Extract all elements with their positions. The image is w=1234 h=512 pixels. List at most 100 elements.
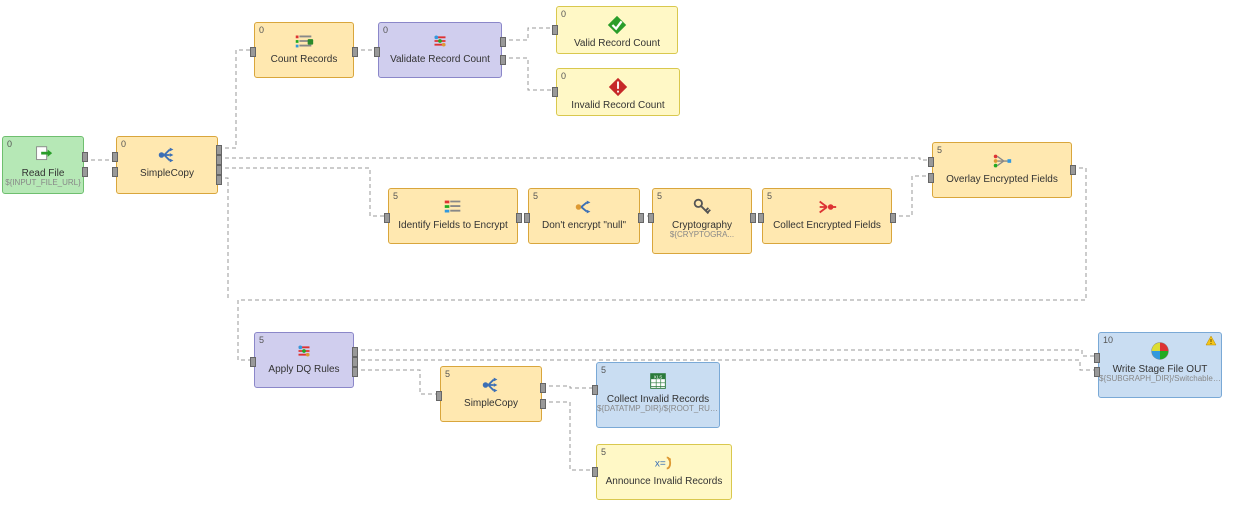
fork-icon [480,374,502,396]
port-in[interactable] [524,213,530,223]
port-in[interactable] [250,47,256,57]
node-sublabel: ${DATATMP_DIR}/${ROOT_RUN_... [595,405,721,414]
edge-simplecopy1-identify [218,168,388,216]
port-out[interactable] [82,167,88,177]
port-out[interactable] [352,347,358,357]
node-countrec[interactable]: 0 Count Records [254,22,354,78]
port-out[interactable] [216,155,222,165]
port-out[interactable] [352,47,358,57]
edge-simplecopy2-collectinv [542,386,596,388]
port-out[interactable] [750,213,756,223]
port-out[interactable] [82,152,88,162]
node-validate[interactable]: 0 Validate Record Count [378,22,502,78]
node-dontnull[interactable]: 5 Don't encrypt "null" [528,188,640,244]
key-icon [691,196,713,218]
node-writeout[interactable]: 10 Write Stage File OUT${SUBGRAPH_DIR}/Sw… [1098,332,1222,398]
port-in[interactable] [592,467,598,477]
node-announce[interactable]: 5x=Announce Invalid Records [596,444,732,500]
warning-icon [1205,335,1217,347]
node-label: Write Stage File OUT [1111,364,1210,375]
xls-icon: XLS [647,370,669,392]
node-collectinv[interactable]: 5XLSCollect Invalid Records${DATATMP_DIR… [596,362,720,428]
port-out[interactable] [352,367,358,377]
port-in[interactable] [928,157,934,167]
node-label: Valid Record Count [572,38,662,49]
port-out[interactable] [216,175,222,185]
port-out[interactable] [540,399,546,409]
node-overlay[interactable]: 5 Overlay Encrypted Fields [932,142,1072,198]
port-out[interactable] [216,165,222,175]
port-in[interactable] [436,391,442,401]
edge-simplecopy1-applydq [218,178,228,300]
node-label: Validate Record Count [388,54,492,65]
node-label: Don't encrypt "null" [540,220,628,231]
node-applydq[interactable]: 5 Apply DQ Rules [254,332,354,388]
validate-icon [429,30,451,52]
svg-text:x=: x= [655,459,666,470]
node-count: 5 [533,191,538,201]
port-in[interactable] [648,213,654,223]
node-count: 5 [767,191,772,201]
node-sublabel: ${SUBGRAPH_DIR}/SwitchableFileWr... [1097,375,1223,384]
port-in[interactable] [592,385,598,395]
port-in[interactable] [552,25,558,35]
port-in[interactable] [112,152,118,162]
edge-validate-invalidcount [502,58,556,90]
port-out[interactable] [352,357,358,367]
node-invalidcount[interactable]: 0Invalid Record Count [556,68,680,116]
validate-icon [293,340,315,362]
node-sublabel: ${INPUT_FILE_URL} [1,179,85,188]
node-simplecopy2[interactable]: 5SimpleCopy [440,366,542,422]
node-crypto[interactable]: 5Cryptography${CRYPTOGRA... [652,188,752,254]
node-count: 0 [7,139,12,149]
port-in[interactable] [1094,353,1100,363]
node-count: 5 [601,365,606,375]
node-count: 10 [1103,335,1113,345]
node-count: 5 [937,145,942,155]
port-in[interactable] [112,167,118,177]
port-out[interactable] [890,213,896,223]
port-out[interactable] [1070,165,1076,175]
node-count: 5 [259,335,264,345]
node-count: 5 [445,369,450,379]
port-out[interactable] [500,55,506,65]
edge-applydq-simplecopy2 [354,370,440,394]
node-label: Overlay Encrypted Fields [944,174,1060,185]
svg-text:XLS: XLS [654,374,663,379]
filter-fields-icon [442,196,464,218]
port-out[interactable] [540,383,546,393]
node-count: 5 [657,191,662,201]
port-out[interactable] [516,213,522,223]
port-out[interactable] [500,37,506,47]
node-count: 0 [121,139,126,149]
port-in[interactable] [1094,367,1100,377]
node-label: Count Records [269,54,340,65]
node-collectenc[interactable]: 5Collect Encrypted Fields [762,188,892,244]
node-count: 0 [259,25,264,35]
node-readfile[interactable]: 0Read File${INPUT_FILE_URL} [2,136,84,194]
fork-icon [156,144,178,166]
node-simplecopy1[interactable]: 0 SimpleCopy [116,136,218,194]
port-in[interactable] [374,47,380,57]
node-count: 5 [393,191,398,201]
port-in[interactable] [928,173,934,183]
node-label: SimpleCopy [138,168,196,179]
port-in[interactable] [384,213,390,223]
split-icon [573,196,595,218]
port-out[interactable] [216,145,222,155]
node-label: Apply DQ Rules [266,364,341,375]
node-validcount[interactable]: 0Valid Record Count [556,6,678,54]
node-count: 0 [383,25,388,35]
port-out[interactable] [638,213,644,223]
edge-validate-validcount [502,28,556,40]
node-label: Identify Fields to Encrypt [396,220,510,231]
flow-canvas[interactable]: 0Read File${INPUT_FILE_URL}0SimpleCopy0C… [0,0,1234,512]
port-in[interactable] [250,357,256,367]
node-label: Cryptography [670,220,734,231]
edge-simplecopy1-overlay [218,158,932,160]
node-identify[interactable]: 5 Identify Fields to Encrypt [388,188,518,244]
node-count: 0 [561,71,566,81]
port-in[interactable] [552,87,558,97]
port-in[interactable] [758,213,764,223]
node-count: 5 [601,447,606,457]
